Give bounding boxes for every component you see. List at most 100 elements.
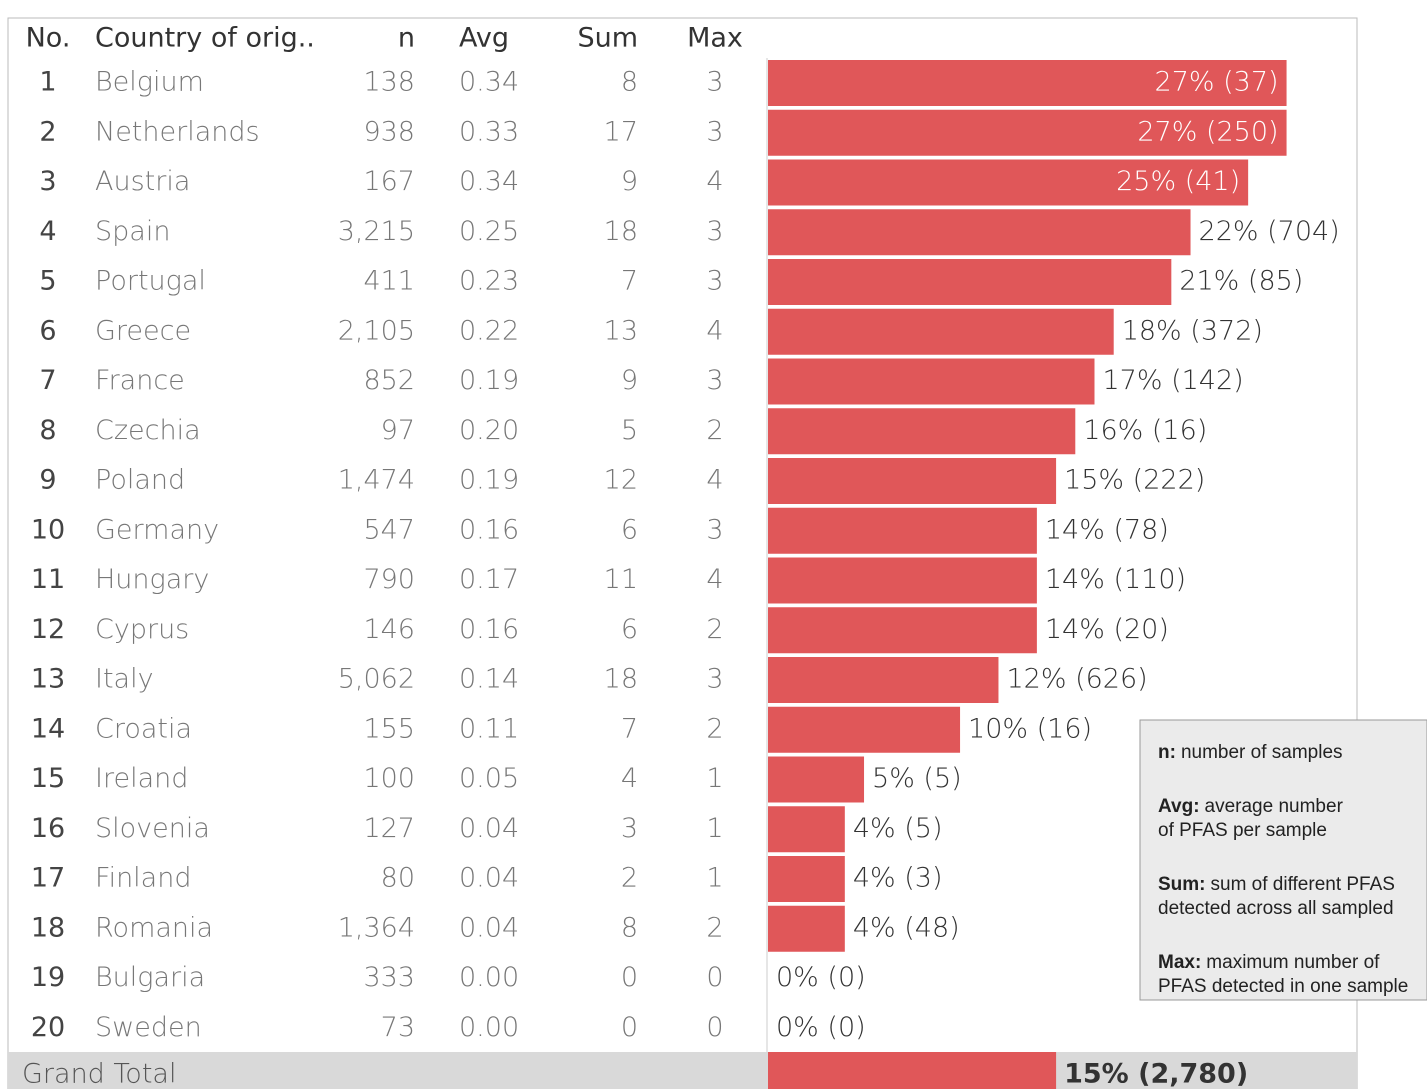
cell: 167 <box>363 166 415 197</box>
cell: 5 <box>621 415 638 446</box>
bar <box>768 109 1287 156</box>
cell: France <box>95 365 185 396</box>
cell: 0.33 <box>459 116 519 147</box>
total-bar <box>768 1052 1057 1089</box>
cell: 0.19 <box>459 465 519 496</box>
cell: 146 <box>363 614 415 645</box>
bar <box>768 159 1249 206</box>
row-number: 17 <box>31 863 65 894</box>
cell: 18 <box>604 664 638 695</box>
cell: 0.11 <box>459 713 519 744</box>
cell: 547 <box>363 514 415 545</box>
bar-label: 22% (704) <box>1199 216 1340 247</box>
cell: 0.04 <box>459 912 519 943</box>
cell: 2,105 <box>338 315 415 346</box>
cell: 0 <box>706 962 723 993</box>
bar <box>768 905 845 952</box>
cell: 0.16 <box>459 514 519 545</box>
cell: Slovenia <box>95 813 210 844</box>
cell: 4 <box>706 166 723 197</box>
cell: 6 <box>621 514 638 545</box>
cell: Germany <box>95 514 219 545</box>
bar <box>768 60 1287 106</box>
cell: Cyprus <box>95 614 189 645</box>
note-text: Sum: sum of different PFAS <box>1158 874 1395 895</box>
note-text: Avg: average number <box>1158 796 1344 817</box>
cell: 18 <box>604 216 638 247</box>
cell: Romania <box>95 912 213 943</box>
cell: 3 <box>706 266 723 297</box>
row-number: 4 <box>39 216 56 247</box>
total-band <box>8 1052 1357 1089</box>
row-number: 12 <box>31 614 65 645</box>
cell: 411 <box>363 266 415 297</box>
bar-label: 16% (16) <box>1083 415 1207 446</box>
cell: 127 <box>363 813 415 844</box>
cell: 0.34 <box>459 67 519 98</box>
row-number: 18 <box>31 912 65 943</box>
note-body: sum of different PFAS <box>1211 874 1395 895</box>
bar <box>768 408 1076 455</box>
note-text: Max: maximum number of <box>1158 952 1380 973</box>
cell: 0.17 <box>459 564 519 595</box>
cell: 2 <box>621 863 638 894</box>
note-body: detected across all sampled <box>1158 898 1394 919</box>
bar-label: 0% (0) <box>776 962 866 993</box>
row-number: 9 <box>39 465 56 496</box>
cell: 12 <box>604 465 638 496</box>
note-term: n: <box>1158 742 1176 763</box>
cell: 790 <box>363 564 415 595</box>
cell: 0.04 <box>459 813 519 844</box>
row-number: 7 <box>39 365 56 396</box>
total-label: Grand Total <box>22 1059 176 1089</box>
cell: 1,364 <box>338 912 415 943</box>
bar <box>768 358 1095 405</box>
bar-label: 4% (48) <box>853 912 960 943</box>
cell: Portugal <box>95 266 206 297</box>
note-body: maximum number of <box>1206 952 1380 973</box>
row-number: 16 <box>31 813 65 844</box>
cell: 1 <box>706 813 723 844</box>
cell: 1 <box>706 863 723 894</box>
cell: 17 <box>604 116 638 147</box>
row-number: 15 <box>31 763 65 794</box>
bar <box>768 259 1172 305</box>
bar-label: 27% (250) <box>1137 116 1278 147</box>
cell: 852 <box>363 365 415 396</box>
cell: Poland <box>95 465 185 496</box>
cell: 2 <box>706 415 723 446</box>
bar <box>768 308 1114 355</box>
cell: 0.05 <box>459 763 519 794</box>
cell: 73 <box>381 1012 415 1043</box>
cell: 2 <box>706 912 723 943</box>
cell: 7 <box>621 713 638 744</box>
row-number: 5 <box>39 266 56 297</box>
row-number: 2 <box>39 116 56 147</box>
cell: 2 <box>706 713 723 744</box>
cell: 0.00 <box>459 1012 519 1043</box>
note-body: of PFAS per sample <box>1158 820 1327 841</box>
cell: Austria <box>95 166 190 197</box>
cell: 3 <box>621 813 638 844</box>
cell: 3 <box>706 67 723 98</box>
bar <box>768 458 1057 504</box>
cell: 9 <box>621 365 638 396</box>
bar-label: 5% (5) <box>872 763 962 794</box>
bar <box>768 657 999 703</box>
cell: 8 <box>621 912 638 943</box>
cell: 3 <box>706 216 723 247</box>
cell: 938 <box>363 116 415 147</box>
row-number: 20 <box>31 1012 65 1043</box>
notes-box <box>1139 719 1427 1001</box>
bar <box>768 507 1037 554</box>
cell: 3 <box>706 514 723 545</box>
cell: 13 <box>604 315 638 346</box>
cell: Croatia <box>95 713 192 744</box>
note-text: of PFAS per sample <box>1158 820 1327 841</box>
cell: 0 <box>621 1012 638 1043</box>
cell: 0 <box>706 1012 723 1043</box>
cell: 0.19 <box>459 365 519 396</box>
cell: 80 <box>381 863 415 894</box>
bar <box>768 209 1191 256</box>
